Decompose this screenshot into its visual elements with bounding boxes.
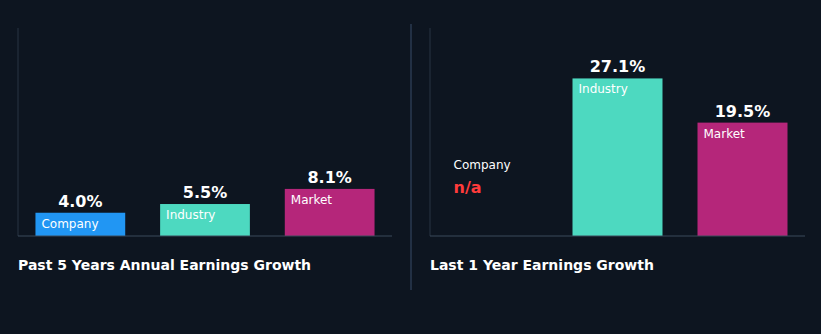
bar xyxy=(160,204,250,236)
title: Last 1 Year Earnings Growth xyxy=(430,257,654,273)
panel: 4.0% Company 5.5% Industry 8.1% Market Past 5 … xyxy=(18,28,392,273)
category-label: Industry xyxy=(579,82,628,96)
y-axis xyxy=(18,28,19,236)
y-axis xyxy=(430,28,431,236)
bar xyxy=(698,123,788,236)
divider xyxy=(410,24,412,290)
bar xyxy=(573,78,663,236)
bar xyxy=(35,213,125,236)
category-label: Market xyxy=(704,127,746,141)
category-label: Company xyxy=(454,158,511,172)
panel: Company n/a 27.1% Industry 19.5% Market Last 1… xyxy=(430,28,805,273)
category-label: Industry xyxy=(166,208,215,222)
value-label: 27.1% xyxy=(590,57,646,76)
category-label: Company xyxy=(41,217,98,231)
chart-root: 4.0% Company 5.5% Industry 8.1% Market Past 5 … xyxy=(0,0,821,334)
x-axis xyxy=(430,236,805,237)
background xyxy=(0,0,821,334)
title: Past 5 Years Annual Earnings Growth xyxy=(18,257,311,273)
value-label: 8.1% xyxy=(307,168,351,187)
value-label: 4.0% xyxy=(58,192,102,211)
value-label: 5.5% xyxy=(183,183,227,202)
value-label: 19.5% xyxy=(715,102,771,121)
labels: 4.0% Company 5.5% Industry 8.1% Market xyxy=(41,168,351,231)
value-label: n/a xyxy=(454,178,482,197)
bars xyxy=(573,78,788,236)
labels: Company n/a 27.1% Industry 19.5% Market xyxy=(454,57,771,196)
bar xyxy=(285,189,375,236)
x-axis xyxy=(18,236,392,237)
category-label: Market xyxy=(291,193,333,207)
